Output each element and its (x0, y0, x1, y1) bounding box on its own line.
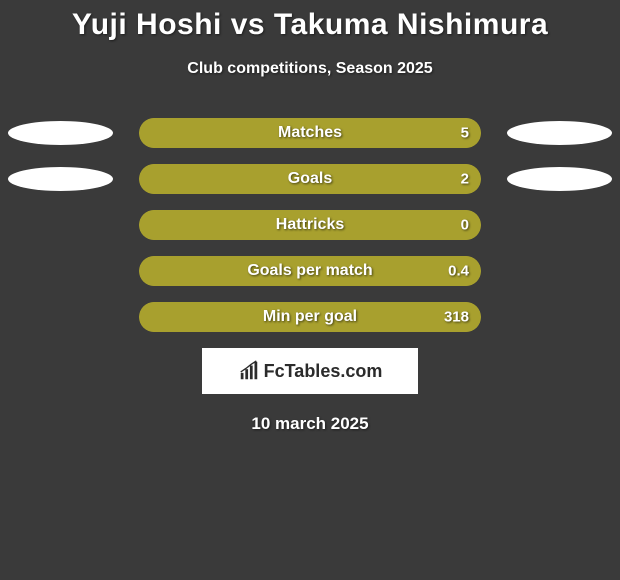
stat-label: Min per goal (263, 308, 357, 326)
stat-bar: Goals per match 0.4 (139, 256, 481, 286)
stat-value: 2 (461, 171, 469, 188)
stat-label: Hattricks (276, 216, 344, 234)
stat-label: Goals (288, 170, 332, 188)
stat-value: 0.4 (448, 263, 469, 280)
brand-logo[interactable]: FcTables.com (202, 348, 418, 394)
player-left-ellipse (8, 121, 113, 145)
stat-bar: Hattricks 0 (139, 210, 481, 240)
stat-row: Hattricks 0 (0, 210, 620, 240)
stat-value: 318 (444, 309, 469, 326)
player-right-ellipse (507, 121, 612, 145)
stat-bar: Goals 2 (139, 164, 481, 194)
stat-row: Goals per match 0.4 (0, 256, 620, 286)
stat-value: 5 (461, 125, 469, 142)
player-right-ellipse (507, 167, 612, 191)
brand-logo-text: FcTables.com (264, 361, 383, 382)
page-subtitle: Club competitions, Season 2025 (0, 60, 620, 78)
stat-bar: Matches 5 (139, 118, 481, 148)
stat-row: Goals 2 (0, 164, 620, 194)
page-title: Yuji Hoshi vs Takuma Nishimura (0, 8, 620, 42)
stat-value: 0 (461, 217, 469, 234)
stat-label: Matches (278, 124, 342, 142)
date-label: 10 march 2025 (0, 414, 620, 434)
stat-row: Min per goal 318 (0, 302, 620, 332)
bar-chart-icon (238, 360, 260, 382)
stat-bar: Min per goal 318 (139, 302, 481, 332)
stat-row: Matches 5 (0, 118, 620, 148)
comparison-card: Yuji Hoshi vs Takuma Nishimura Club comp… (0, 0, 620, 434)
stat-rows: Matches 5 Goals 2 Hattricks 0 Goals per match 0… (0, 118, 620, 332)
stat-label: Goals per match (247, 262, 372, 280)
player-left-ellipse (8, 167, 113, 191)
